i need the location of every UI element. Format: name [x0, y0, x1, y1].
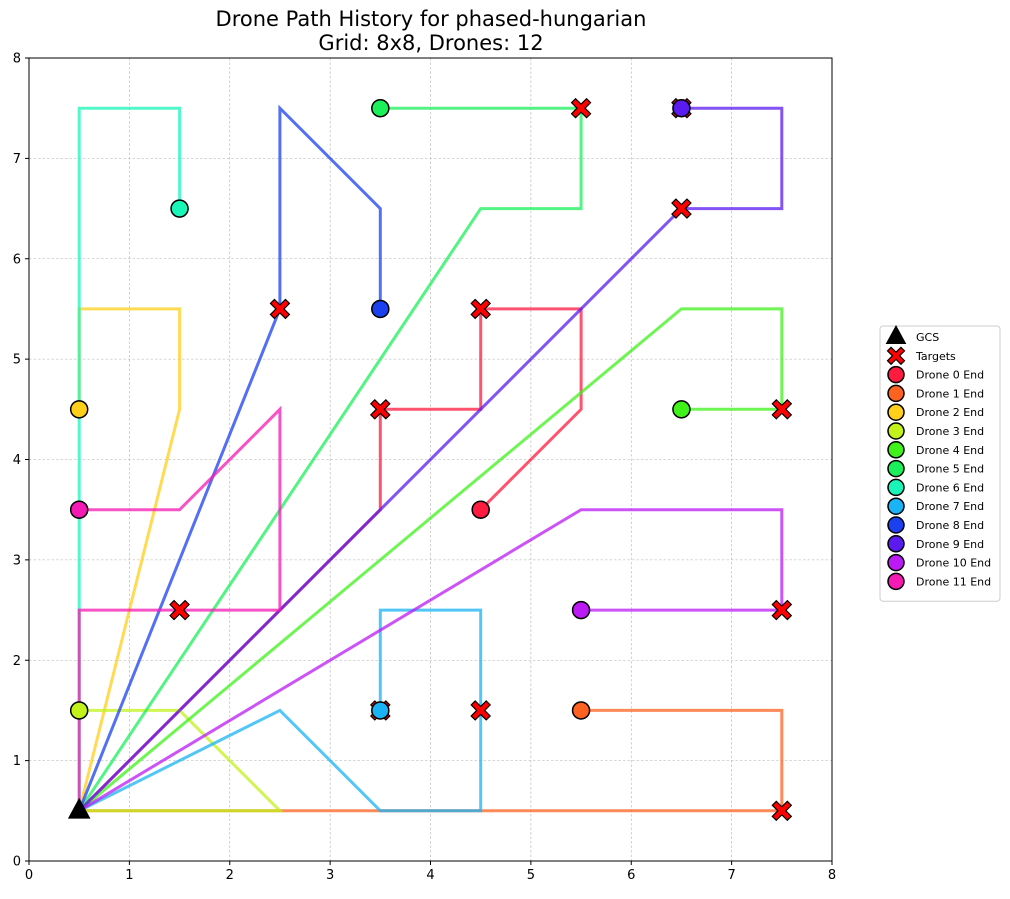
- drone-4-path: [78, 307, 784, 812]
- legend-drone-11-marker: [887, 572, 905, 591]
- legend-drone-6-marker: [887, 478, 905, 497]
- x-tick-label: 8: [828, 868, 836, 883]
- legend-drone-10-marker: [887, 553, 905, 572]
- x-tick-label: 5: [527, 868, 535, 883]
- drone-7-end-marker: [371, 701, 390, 720]
- drone-5-path: [77, 106, 583, 812]
- drone-10-end-marker: [571, 600, 591, 620]
- y-tick-label: 5: [13, 353, 21, 368]
- gcs-marker: [67, 797, 91, 819]
- legend-targets-label: Targets: [915, 350, 956, 363]
- drone-7-path: [78, 608, 483, 813]
- legend-drone-8-label: Drone 8 End: [916, 519, 984, 532]
- target-marker-5: [369, 398, 391, 420]
- y-tick-label: 0: [13, 855, 21, 870]
- legend-drone-9-marker: [887, 535, 905, 553]
- target-marker-4: [470, 298, 492, 320]
- target-marker-6: [771, 398, 793, 420]
- drone-4-end-marker: [672, 400, 691, 419]
- legend-drone-6-label: Drone 6 End: [916, 481, 984, 494]
- legend-drone-1-marker: [887, 384, 905, 403]
- drone-3-end-marker: [69, 701, 89, 720]
- legend-drone-9-label: Drone 9 End: [916, 538, 984, 551]
- legend-gcs-marker: [885, 324, 907, 344]
- markers-layer: [67, 97, 793, 822]
- y-tick-label: 2: [13, 654, 21, 669]
- drone-0-end-marker: [471, 500, 490, 519]
- drone-5-end-marker: [371, 98, 390, 118]
- legend: GCS Targets Drone 0 End Drone 1 End Drone 2 …: [879, 324, 1001, 602]
- drone-9-path: [78, 106, 784, 812]
- legend-gcs-label: GCS: [916, 331, 939, 344]
- target-marker-0: [269, 298, 291, 320]
- legend-drone-0-marker: [887, 365, 905, 384]
- paths-layer: [77, 104, 784, 813]
- legend-drone-3-marker: [887, 422, 905, 440]
- target-marker-10: [470, 700, 492, 721]
- legend-drone-10-label: Drone 10 End: [916, 557, 991, 570]
- drone-1-end-marker: [571, 701, 591, 720]
- y-tick-label: 1: [13, 754, 21, 769]
- legend-drone-0-label: Drone 0 End: [916, 369, 984, 382]
- drone-8-end-marker: [371, 299, 390, 319]
- legend-drone-3-label: Drone 3 End: [916, 425, 984, 438]
- legend-targets-marker: [886, 346, 906, 366]
- y-tick-label: 3: [13, 553, 21, 568]
- drone-9-end-marker: [672, 98, 691, 118]
- drone-6-path: [77, 106, 182, 811]
- legend-drone-11-label: Drone 11 End: [916, 575, 991, 588]
- legend-drone-8-marker: [887, 516, 905, 534]
- y-tick-label: 6: [13, 252, 21, 267]
- drone-11-path: [77, 405, 282, 811]
- target-marker-3: [671, 198, 692, 219]
- x-tick-label: 1: [125, 868, 133, 883]
- x-tick-label: 3: [326, 868, 334, 883]
- target-marker-8: [771, 599, 793, 621]
- legend-drone-7-marker: [887, 497, 905, 515]
- x-tick-label: 7: [727, 868, 735, 883]
- drone-2-end-marker: [69, 400, 89, 419]
- legend-drone-5-label: Drone 5 End: [916, 463, 984, 476]
- chart-title: Drone Path History for phased-hungarian: [216, 7, 647, 31]
- legend-drone-7-label: Drone 7 End: [916, 500, 984, 513]
- y-tick-label: 8: [13, 52, 21, 67]
- x-tick-label: 4: [426, 868, 434, 883]
- drone-3-path: [79, 708, 284, 813]
- target-marker-11: [771, 800, 793, 822]
- target-marker-1: [570, 97, 592, 119]
- drone-6-end-marker: [170, 199, 189, 218]
- legend-drone-4-marker: [887, 441, 905, 459]
- legend-drone-1-label: Drone 1 End: [916, 387, 984, 400]
- y-tick-label: 7: [13, 152, 21, 167]
- x-tick-label: 0: [25, 868, 33, 883]
- drone-11-end-marker: [69, 500, 89, 519]
- y-tick-label: 4: [13, 453, 21, 468]
- drone-10-path: [78, 508, 784, 813]
- legend-box: [879, 325, 1001, 602]
- legend-drone-2-label: Drone 2 End: [916, 406, 984, 419]
- chart-subtitle: Grid: 8x8, Drones: 12: [318, 31, 543, 55]
- ticks-layer: 0 1 2 3 4 5 6 7 8 0 1 2 3 4 5 6 7 8: [13, 52, 836, 884]
- x-tick-label: 6: [627, 868, 635, 883]
- legend-drone-5-marker: [887, 459, 905, 478]
- legend-drone-2-marker: [887, 403, 905, 421]
- legend-drone-4-label: Drone 4 End: [916, 444, 984, 457]
- x-tick-label: 2: [226, 868, 234, 883]
- target-marker-7: [169, 599, 190, 621]
